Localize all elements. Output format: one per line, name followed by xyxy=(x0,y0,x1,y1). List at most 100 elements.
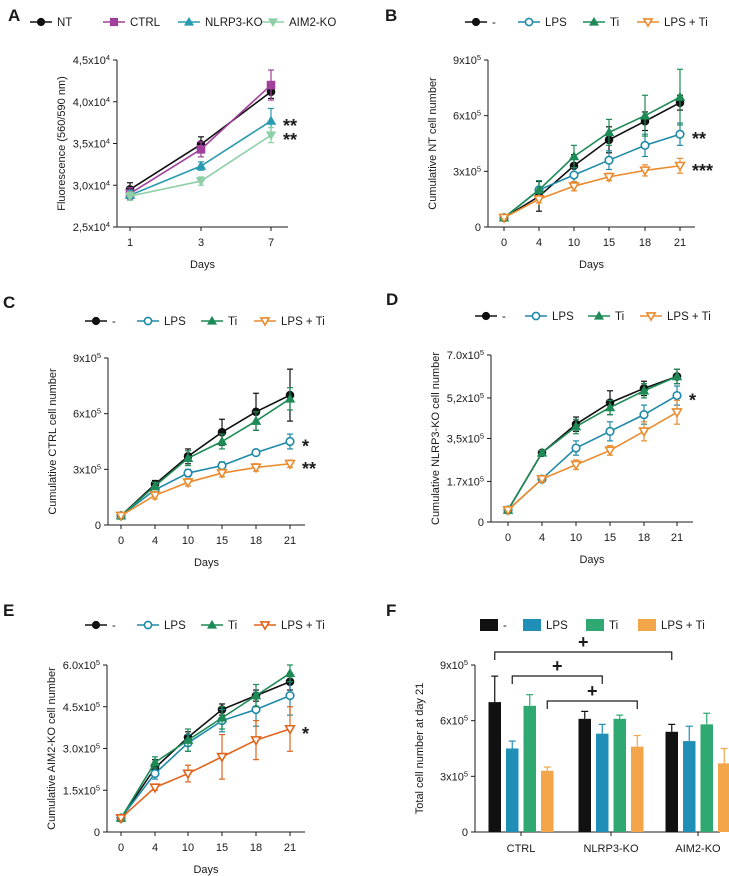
legend-swatch xyxy=(480,619,498,631)
series-line xyxy=(507,411,678,511)
y-axis-label: Cumulative NT cell number xyxy=(427,77,439,210)
legend-item: - xyxy=(480,619,507,632)
data-point xyxy=(640,140,650,150)
legend-label: NT xyxy=(57,17,72,29)
panel-label: E xyxy=(3,601,14,620)
y-tick-label: 9x105 xyxy=(453,53,481,68)
significance-mark: ** xyxy=(302,459,316,479)
series xyxy=(498,157,686,224)
panel-e: E 0 1.5x105 3.0x105 4.5x105 6.0x105 Cumulative… xyxy=(3,601,325,876)
data-point xyxy=(195,160,207,170)
legend-marker xyxy=(588,16,600,26)
data-point xyxy=(674,161,686,172)
legend-item: AIM2-KO xyxy=(262,17,336,29)
significance-mark: ** xyxy=(283,116,297,136)
legend-marker xyxy=(91,620,101,630)
series-line xyxy=(120,672,291,819)
legend-item: Ti xyxy=(583,16,619,29)
y-tick-label: 0 xyxy=(475,222,481,234)
data-point xyxy=(536,447,548,457)
y-tick-label: 1.5x105 xyxy=(63,783,100,798)
panel-label: D xyxy=(386,290,398,309)
y-tick-label: 9x105 xyxy=(73,351,101,366)
bar xyxy=(541,770,554,832)
legend-marker xyxy=(531,311,541,321)
series-line xyxy=(120,462,291,517)
x-tick-label: 15 xyxy=(604,532,616,544)
series xyxy=(115,706,296,825)
legend-marker xyxy=(259,317,271,327)
data-point xyxy=(603,126,615,137)
x-tick-label: 21 xyxy=(284,842,296,854)
x-tick-label: 21 xyxy=(284,535,296,547)
legend-label: LPS + Ti xyxy=(281,620,325,632)
data-point xyxy=(570,460,582,471)
legend-item: NLRP3-KO xyxy=(178,16,263,29)
data-point xyxy=(284,667,296,678)
x-tick-label: 0 xyxy=(118,842,124,854)
data-point xyxy=(502,505,514,517)
legend-marker xyxy=(143,620,153,630)
x-tick-label: 18 xyxy=(250,535,262,547)
significance-mark: * xyxy=(302,724,309,744)
data-point xyxy=(672,390,682,401)
x-tick-label: 7 xyxy=(268,237,274,249)
y-tick-label: 5,2x105 xyxy=(447,390,484,405)
data-point xyxy=(569,170,579,180)
data-point xyxy=(570,421,582,431)
x-tick-label: 3 xyxy=(198,237,204,249)
x-tick-label: 10 xyxy=(182,535,194,547)
legend-item: NT xyxy=(30,17,72,29)
y-tick-label: 0 xyxy=(462,827,468,839)
y-tick-label: 6.0x105 xyxy=(63,658,100,673)
data-point xyxy=(536,474,548,486)
legend-label: - xyxy=(112,620,116,632)
legend-item: - xyxy=(465,17,496,29)
legend-marker xyxy=(267,18,279,28)
series-line xyxy=(503,96,681,219)
significance-bracket xyxy=(511,675,603,684)
legend-item: Ti xyxy=(588,310,624,323)
data-point xyxy=(671,408,683,419)
legend-label: LPS + Ti xyxy=(281,316,325,328)
data-point xyxy=(115,511,127,522)
series-line xyxy=(503,101,681,219)
legend-marker xyxy=(36,17,46,27)
legend-swatch xyxy=(523,619,541,631)
legend-marker xyxy=(642,18,654,28)
significance-mark: * xyxy=(302,437,309,457)
series xyxy=(503,368,682,515)
data-point xyxy=(674,91,686,101)
series-line xyxy=(507,375,678,511)
series-line xyxy=(503,164,681,219)
data-point xyxy=(533,195,545,206)
series xyxy=(499,94,685,223)
x-tick-label: 21 xyxy=(674,237,686,249)
legend-marker xyxy=(481,311,491,321)
bar xyxy=(613,718,626,832)
legend-label: Ti xyxy=(610,17,619,29)
legend-item: Ti xyxy=(586,619,618,632)
data-point xyxy=(639,166,651,177)
legend-item: - xyxy=(85,620,116,632)
legend-marker xyxy=(524,17,534,27)
x-axis-label: Days xyxy=(579,259,605,271)
data-point xyxy=(568,182,580,193)
data-point xyxy=(150,768,160,779)
series xyxy=(498,68,686,222)
y-tick-label: 3.0x105 xyxy=(63,741,100,756)
data-point xyxy=(285,691,295,701)
panel-d: D 0 1.7x105 3,5x105 5,2x105 7.0x105 Cumulative… xyxy=(386,290,711,566)
data-point xyxy=(605,426,615,436)
legend-label: LPS + Ti xyxy=(667,311,711,323)
data-point xyxy=(265,131,277,141)
significance-mark: ** xyxy=(692,129,706,149)
data-point xyxy=(250,736,262,747)
y-tick-label: 3,5x105 xyxy=(447,431,484,446)
x-tick-label: 4 xyxy=(152,535,158,547)
legend-item: LPS + Ti xyxy=(640,311,711,323)
data-point xyxy=(639,110,651,120)
panel-a: A 2,5x104 3,0x104 3,5x104 4,0x104 4,5x104 Fluo… xyxy=(8,6,336,271)
x-tick-label: 0 xyxy=(118,535,124,547)
panel-label: A xyxy=(8,6,20,25)
